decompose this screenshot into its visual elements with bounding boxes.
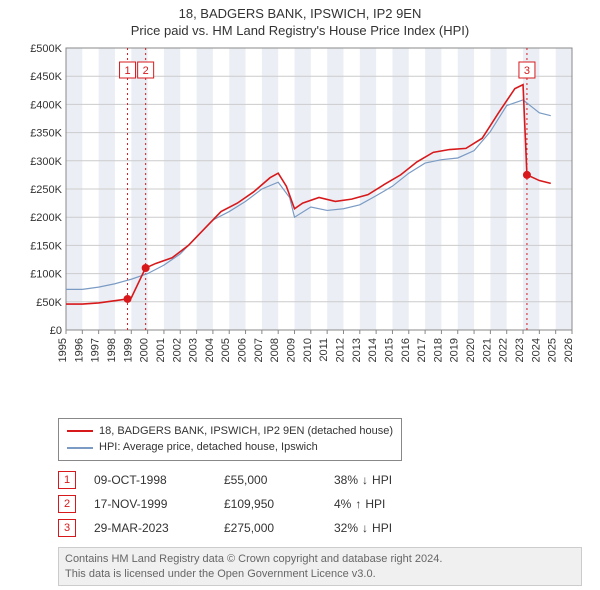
event-marker: 1: [58, 471, 76, 489]
svg-text:2026: 2026: [563, 338, 575, 362]
event-marker: 2: [58, 495, 76, 513]
legend: 18, BADGERS BANK, IPSWICH, IP2 9EN (deta…: [58, 418, 402, 461]
svg-text:3: 3: [524, 65, 530, 77]
svg-text:2001: 2001: [155, 338, 167, 362]
event-delta-suffix: HPI: [372, 473, 392, 487]
svg-text:2021: 2021: [481, 338, 493, 362]
svg-text:2000: 2000: [139, 338, 151, 362]
event-price: £109,950: [224, 497, 334, 511]
svg-text:2008: 2008: [269, 338, 281, 362]
svg-text:£250K: £250K: [30, 184, 62, 196]
svg-text:1998: 1998: [106, 338, 118, 362]
event-date: 29-MAR-2023: [94, 521, 224, 535]
svg-text:2003: 2003: [188, 338, 200, 362]
svg-text:2023: 2023: [514, 338, 526, 362]
chart-svg: £0 £50K £100K £150K £200K £250K £300K £350K £400…: [20, 44, 580, 374]
svg-text:£500K: £500K: [30, 44, 62, 55]
svg-text:£300K: £300K: [30, 156, 62, 168]
svg-text:£200K: £200K: [30, 212, 62, 224]
events-table: 1 09-OCT-1998£55,00038% HPI 2 17-NOV-1999£10…: [58, 471, 600, 537]
svg-text:2022: 2022: [498, 338, 510, 362]
event-price: £55,000: [224, 473, 334, 487]
chart-container: 18, BADGERS BANK, IPSWICH, IP2 9EN Price…: [0, 0, 600, 590]
event-row: 1 09-OCT-1998£55,00038% HPI: [58, 471, 600, 489]
svg-text:2016: 2016: [400, 338, 412, 362]
svg-text:1997: 1997: [90, 338, 102, 362]
event-delta-pct: 38%: [334, 473, 358, 487]
svg-text:1995: 1995: [57, 338, 69, 362]
legend-swatch: [67, 447, 93, 449]
svg-text:2019: 2019: [449, 338, 461, 362]
svg-text:2007: 2007: [253, 338, 265, 362]
event-delta-suffix: HPI: [365, 497, 385, 511]
event-date: 09-OCT-1998: [94, 473, 224, 487]
svg-text:£150K: £150K: [30, 240, 62, 252]
svg-text:1996: 1996: [73, 338, 85, 362]
svg-text:2004: 2004: [204, 338, 216, 362]
title-line-1: 18, BADGERS BANK, IPSWICH, IP2 9EN: [0, 0, 600, 23]
legend-label: 18, BADGERS BANK, IPSWICH, IP2 9EN (deta…: [99, 423, 393, 440]
svg-text:2: 2: [143, 65, 149, 77]
event-delta: 38% HPI: [334, 473, 392, 487]
event-marker: 3: [58, 519, 76, 537]
svg-text:£400K: £400K: [30, 99, 62, 111]
svg-text:2018: 2018: [432, 338, 444, 362]
svg-text:2002: 2002: [171, 338, 183, 362]
svg-text:2015: 2015: [383, 338, 395, 362]
attribution-line-2: This data is licensed under the Open Gov…: [65, 567, 575, 582]
svg-text:1: 1: [124, 65, 130, 77]
arrow-down-icon: [362, 473, 368, 487]
event-delta: 4% HPI: [334, 497, 385, 511]
legend-row: 18, BADGERS BANK, IPSWICH, IP2 9EN (deta…: [67, 423, 393, 440]
chart-area: £0 £50K £100K £150K £200K £250K £300K £350K £400…: [20, 44, 580, 374]
svg-text:£350K: £350K: [30, 127, 62, 139]
svg-text:2005: 2005: [220, 338, 232, 362]
svg-text:2010: 2010: [302, 338, 314, 362]
event-delta-pct: 4%: [334, 497, 351, 511]
legend-label: HPI: Average price, detached house, Ipsw…: [99, 439, 318, 456]
event-delta-pct: 32%: [334, 521, 358, 535]
svg-text:£450K: £450K: [30, 71, 62, 83]
svg-text:2017: 2017: [416, 338, 428, 362]
event-date: 17-NOV-1999: [94, 497, 224, 511]
legend-row: HPI: Average price, detached house, Ipsw…: [67, 439, 393, 456]
svg-text:2009: 2009: [286, 338, 298, 362]
event-price: £275,000: [224, 521, 334, 535]
svg-text:2006: 2006: [237, 338, 249, 362]
svg-text:2024: 2024: [530, 338, 542, 362]
event-delta-suffix: HPI: [372, 521, 392, 535]
attribution-line-1: Contains HM Land Registry data © Crown c…: [65, 552, 575, 567]
svg-text:1999: 1999: [122, 338, 134, 362]
svg-text:2011: 2011: [318, 338, 330, 362]
svg-text:2013: 2013: [351, 338, 363, 362]
arrow-up-icon: [355, 497, 361, 511]
svg-text:£100K: £100K: [30, 268, 62, 280]
svg-text:2014: 2014: [367, 338, 379, 362]
title-line-2: Price paid vs. HM Land Registry's House …: [0, 23, 600, 40]
svg-text:2012: 2012: [334, 338, 346, 362]
event-row: 2 17-NOV-1999£109,9504% HPI: [58, 495, 600, 513]
legend-swatch: [67, 430, 93, 432]
svg-text:£0: £0: [50, 325, 62, 337]
arrow-down-icon: [362, 521, 368, 535]
event-row: 3 29-MAR-2023£275,00032% HPI: [58, 519, 600, 537]
svg-text:2020: 2020: [465, 338, 477, 362]
event-delta: 32% HPI: [334, 521, 392, 535]
svg-text:2025: 2025: [547, 338, 559, 362]
svg-text:£50K: £50K: [36, 297, 62, 309]
attribution-box: Contains HM Land Registry data © Crown c…: [58, 547, 582, 587]
